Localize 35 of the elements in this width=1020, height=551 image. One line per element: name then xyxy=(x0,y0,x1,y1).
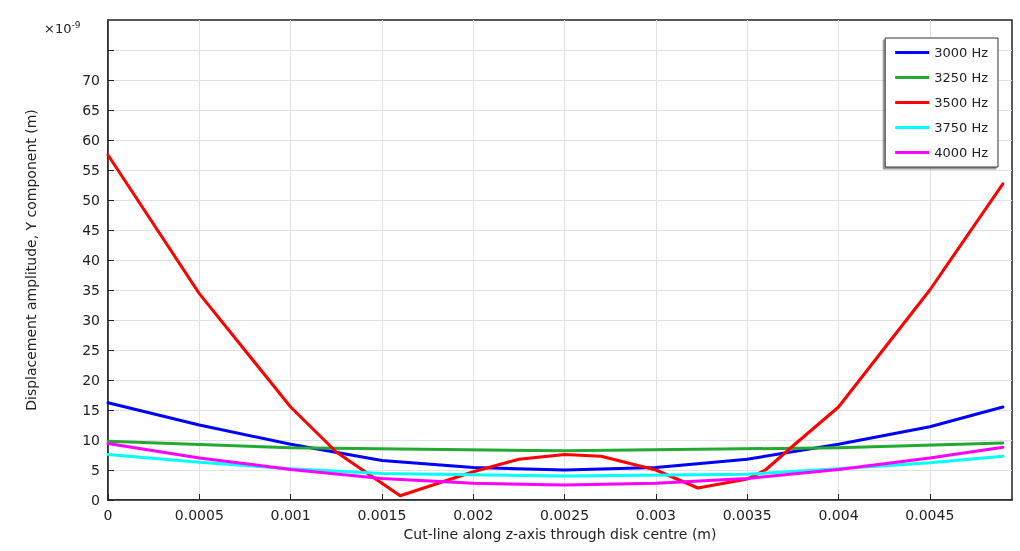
y-tick-label: 10 xyxy=(82,432,100,448)
y-tick-label: 15 xyxy=(82,402,100,418)
x-tick-label: 0.001 xyxy=(270,507,311,523)
y-tick-label: 65 xyxy=(82,102,100,118)
x-axis-title: Cut-line along z-axis through disk centre (m) xyxy=(403,525,717,542)
y-tick-label: 0 xyxy=(91,492,100,508)
line-series xyxy=(106,439,1005,453)
y-tick-label: 20 xyxy=(82,372,100,388)
y-axis-title: Displacement amplitude, Y component (m) xyxy=(23,109,39,411)
y-tick-label: 60 xyxy=(82,132,100,148)
x-tick-label: 0.0045 xyxy=(905,507,955,523)
x-tick-label: 0.0005 xyxy=(174,507,224,523)
line-series xyxy=(106,401,1005,472)
legend-label: 3250 Hz xyxy=(934,70,989,85)
x-tick-label: 0.002 xyxy=(453,507,494,523)
y-tick-label: 5 xyxy=(91,462,100,478)
y-tick-label: 50 xyxy=(82,192,100,208)
y-tick-label: 30 xyxy=(82,312,100,328)
y-tick-label: 45 xyxy=(82,222,100,238)
x-tick-label: 0.0025 xyxy=(540,507,590,523)
x-tick-label: 0.0035 xyxy=(722,507,772,523)
legend-label: 3500 Hz xyxy=(934,95,989,110)
x-tick-label: 0.0015 xyxy=(357,507,407,523)
y-tick-label: 40 xyxy=(82,252,100,268)
y-tick-label: 25 xyxy=(82,342,100,358)
x-tick-label: 0.004 xyxy=(818,507,859,523)
legend-label: 3000 Hz xyxy=(934,45,989,60)
line-series xyxy=(106,442,1005,487)
y-tick-label: 35 xyxy=(82,282,100,298)
y-tick-label: 55 xyxy=(82,162,100,178)
legend-label: 4000 Hz xyxy=(934,145,989,160)
x-tick-label: 0.003 xyxy=(635,507,676,523)
y-tick-label: 70 xyxy=(82,72,100,88)
legend-label: 3750 Hz xyxy=(934,120,989,135)
x-tick-label: 0 xyxy=(103,507,113,523)
